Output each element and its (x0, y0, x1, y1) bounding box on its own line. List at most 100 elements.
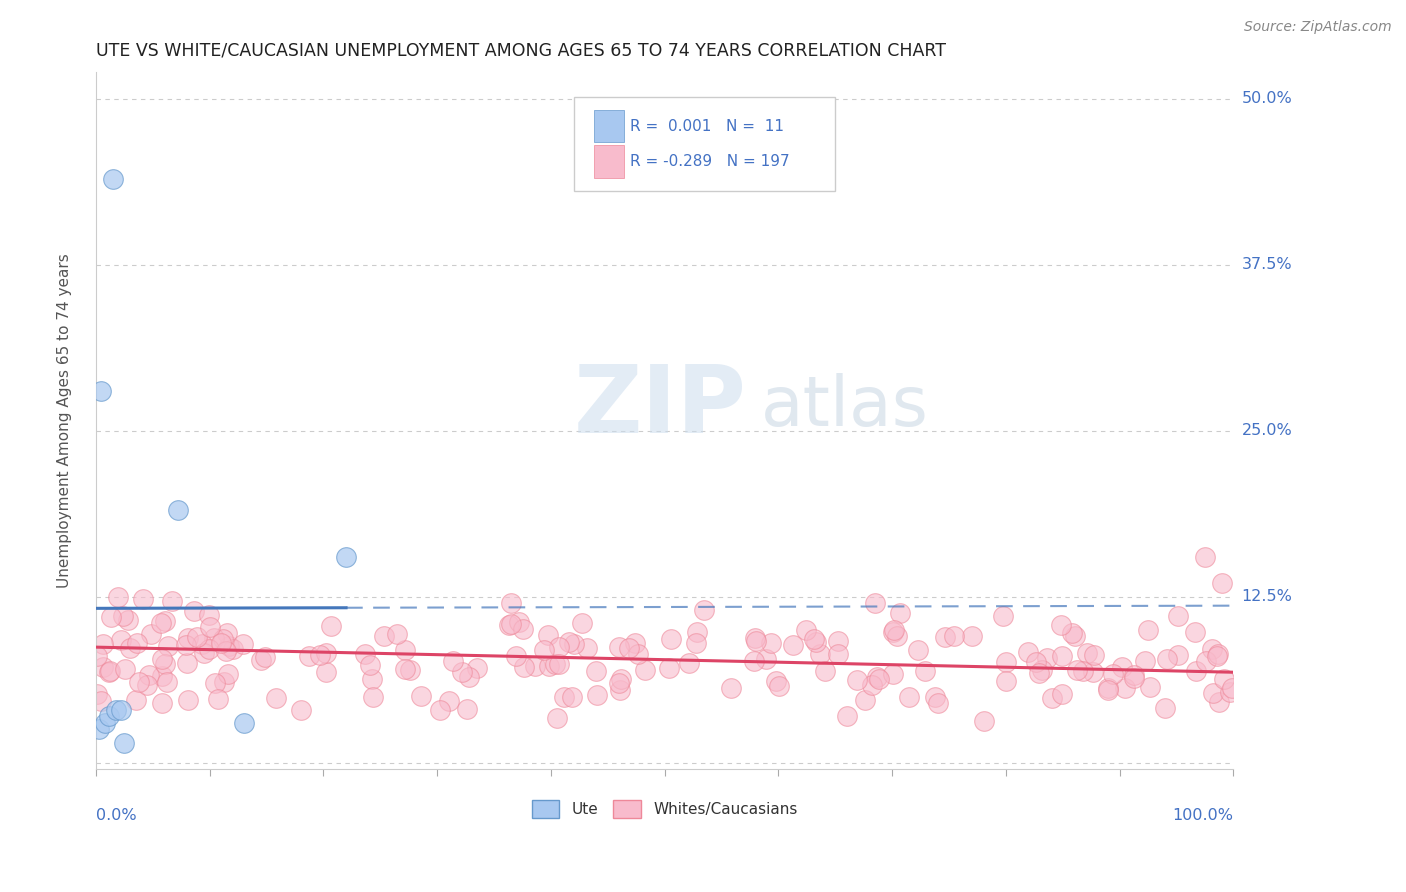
Point (290, 703, 312, 717)
Point (125, 692, 148, 706)
Point (882, 625, 904, 640)
Point (335, 549, 357, 564)
Point (914, 664, 936, 678)
Point (927, 696, 949, 710)
Point (512, 622, 534, 636)
Point (513, 659, 536, 673)
Point (576, 640, 599, 655)
Point (125, 636, 148, 650)
Point (399, 664, 422, 678)
Point (561, 690, 583, 705)
Point (111, 609, 134, 624)
Point (98, 709, 121, 723)
Point (505, 648, 527, 663)
Point (882, 667, 904, 681)
Point (222, 641, 245, 656)
Point (1208, 695, 1230, 709)
Point (994, 673, 1017, 688)
Point (1049, 618, 1071, 632)
Point (114, 662, 136, 676)
Point (1028, 665, 1050, 680)
Point (1136, 623, 1159, 637)
Point (197, 641, 219, 656)
Point (1206, 649, 1229, 664)
Point (627, 647, 650, 661)
Point (1156, 652, 1178, 666)
Point (804, 635, 827, 649)
Point (218, 639, 240, 653)
Point (315, 665, 337, 679)
Point (156, 675, 179, 690)
Text: 0.0%: 0.0% (96, 808, 136, 823)
Point (562, 637, 585, 651)
Point (508, 615, 530, 629)
Point (131, 592, 153, 607)
Point (1195, 654, 1218, 668)
Point (995, 655, 1018, 669)
Point (1167, 609, 1189, 624)
Point (942, 629, 965, 643)
Point (889, 606, 911, 620)
Point (546, 711, 568, 725)
Point (1154, 700, 1177, 714)
Point (1114, 681, 1136, 696)
Point (808, 647, 831, 661)
Point (609, 673, 631, 687)
Point (353, 647, 375, 661)
Point (659, 632, 682, 646)
Point (298, 648, 321, 663)
Point (105, 702, 128, 716)
Point (744, 634, 766, 648)
Point (91, 660, 114, 674)
Text: R = -0.289   N = 197: R = -0.289 N = 197 (630, 154, 790, 169)
Point (90, 384, 112, 398)
Point (456, 702, 478, 716)
Point (112, 736, 135, 750)
Point (624, 636, 647, 650)
Point (177, 631, 200, 645)
Point (1122, 667, 1144, 681)
Point (441, 654, 464, 668)
Point (321, 619, 343, 633)
Point (90, 694, 112, 708)
Point (607, 675, 630, 690)
Point (110, 702, 132, 716)
Point (89, 723, 111, 737)
Point (176, 656, 198, 670)
Point (359, 657, 381, 672)
Point (156, 639, 179, 653)
Point (865, 670, 887, 684)
Point (98, 664, 121, 678)
Point (138, 667, 160, 681)
Point (1050, 687, 1073, 701)
Point (686, 625, 709, 640)
Point (166, 503, 188, 517)
Point (544, 657, 567, 671)
Point (765, 673, 787, 688)
Point (846, 673, 869, 687)
Point (385, 626, 408, 640)
Point (863, 596, 886, 610)
Point (1185, 664, 1208, 678)
Point (1219, 685, 1241, 699)
Point (212, 675, 235, 690)
Point (1167, 648, 1189, 663)
Point (557, 634, 579, 648)
Point (409, 689, 432, 703)
Point (548, 657, 571, 671)
Point (128, 674, 150, 689)
Point (1101, 667, 1123, 681)
Text: 50.0%: 50.0% (1241, 92, 1292, 106)
Point (886, 630, 908, 644)
Point (782, 638, 804, 652)
Text: UTE VS WHITE/CAUCASIAN UNEMPLOYMENT AMONG AGES 65 TO 74 YEARS CORRELATION CHART: UTE VS WHITE/CAUCASIAN UNEMPLOYMENT AMON… (96, 42, 946, 60)
Point (209, 635, 232, 649)
Point (86, 648, 108, 663)
Point (1060, 626, 1083, 640)
Point (1201, 642, 1223, 657)
Point (523, 659, 546, 673)
Point (533, 642, 555, 657)
Point (1206, 647, 1229, 661)
Point (1036, 651, 1059, 665)
Point (309, 648, 332, 663)
